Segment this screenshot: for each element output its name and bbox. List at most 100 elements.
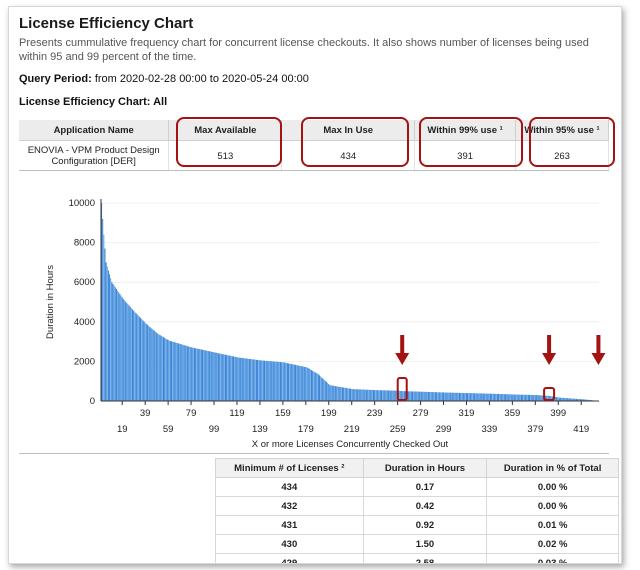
bar [162, 337, 165, 401]
bar [214, 352, 216, 401]
bar [135, 313, 137, 401]
bar [183, 345, 185, 401]
bar [561, 397, 563, 401]
bar [340, 387, 342, 401]
bar [409, 391, 411, 401]
bar [450, 392, 453, 401]
chart-annotations [395, 335, 606, 401]
bar [280, 362, 282, 401]
bar [462, 392, 464, 401]
bar [290, 363, 292, 401]
y-tick-label: 8000 [74, 238, 95, 249]
bar [112, 283, 114, 401]
bar [390, 390, 392, 401]
bar [535, 395, 537, 401]
bar [258, 360, 260, 401]
bar [210, 351, 212, 401]
bar [141, 319, 143, 401]
x-tick-label: 59 [163, 424, 174, 435]
x-tick-label: 399 [550, 408, 566, 419]
bar [510, 394, 512, 401]
highlight-box [543, 387, 556, 401]
bar [120, 295, 122, 401]
bar [429, 391, 431, 401]
col-within-95: Within 95% use ¹ [515, 120, 609, 141]
bar [106, 266, 108, 401]
bar [144, 322, 146, 401]
bar [360, 389, 362, 401]
bar [580, 399, 582, 401]
bar [299, 365, 301, 401]
bar [389, 390, 391, 401]
bar [182, 344, 184, 401]
bar [557, 397, 559, 401]
bar [492, 393, 494, 401]
bar [551, 396, 554, 401]
bar [477, 393, 479, 401]
bar [190, 347, 192, 401]
bar [252, 359, 254, 401]
bar [164, 337, 166, 401]
bar [227, 355, 229, 401]
bar [259, 360, 261, 401]
cell-min-licenses: 429 [215, 553, 364, 563]
bar [405, 391, 407, 401]
bar [142, 320, 144, 401]
bar [430, 392, 432, 401]
x-tick-label: 139 [252, 424, 268, 435]
bar [146, 324, 148, 401]
bar [196, 348, 198, 401]
bar [517, 394, 519, 401]
bar [366, 389, 368, 401]
cell-min-licenses: 432 [215, 496, 364, 516]
bar [229, 355, 231, 401]
bar [523, 394, 525, 401]
bar [230, 355, 232, 401]
bar [337, 386, 339, 401]
bar [437, 392, 439, 401]
bar [465, 393, 467, 401]
cell-duration-percent: 0.02 % [486, 534, 619, 554]
x-tick-label: 19 [117, 424, 128, 435]
bar [568, 398, 570, 401]
bar [374, 390, 376, 401]
bar [370, 389, 372, 401]
y-tick-label: 10000 [69, 198, 95, 209]
bar [380, 390, 383, 401]
cell-application-name: ENOVIA - VPM Product Design Configuratio… [19, 140, 170, 171]
bar [204, 350, 206, 401]
bar [507, 394, 509, 401]
bar [207, 351, 209, 401]
bar [424, 391, 426, 401]
bar [394, 390, 396, 401]
highlight-box [396, 377, 408, 401]
bar [468, 393, 470, 401]
bar [224, 354, 226, 401]
bar [320, 376, 322, 401]
bar [480, 393, 482, 401]
bar [508, 394, 510, 401]
bar [537, 395, 539, 401]
bar [329, 385, 331, 401]
bar [511, 394, 513, 401]
bar [160, 335, 162, 401]
bar [324, 380, 326, 401]
bar [410, 391, 412, 401]
page-title: License Efficiency Chart [19, 15, 194, 32]
bar [572, 398, 574, 401]
bar [457, 392, 459, 401]
bar [219, 353, 221, 401]
chart-gridlines [101, 202, 599, 362]
red-arrow-icon [542, 335, 557, 365]
bar [481, 393, 484, 401]
bar [491, 393, 493, 401]
bar [195, 348, 197, 401]
cell-min-licenses: 434 [215, 477, 364, 497]
bar [312, 370, 314, 401]
bar [119, 293, 121, 401]
bar [276, 361, 278, 401]
table-row: 429 2.58 0.03 % [215, 553, 619, 563]
bar [571, 398, 573, 401]
bar [358, 389, 360, 401]
bar [487, 393, 489, 401]
